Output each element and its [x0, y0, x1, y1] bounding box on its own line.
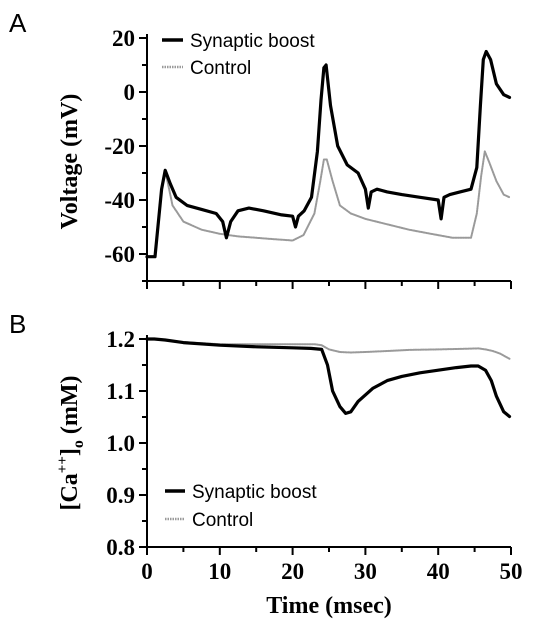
y-tick-label: 1.2	[106, 327, 135, 352]
x-tick-label: 30	[354, 559, 377, 584]
y-axis-title: Voltage (mV)	[57, 94, 83, 230]
x-tick-label: 50	[500, 559, 523, 584]
y-tick-label: 0	[124, 80, 136, 105]
legend-label-control: Control	[192, 510, 253, 531]
y-tick-label: -60	[104, 242, 135, 267]
y-axis-title: [Ca++]o (mM)	[55, 375, 87, 510]
x-tick-label: 20	[281, 559, 304, 584]
panel-letter: B	[9, 309, 26, 339]
panel-b: B 1.2 1.1 1.0 0.9 0.80 10 20 30 40 50 Time (msec) [C…	[9, 309, 523, 619]
panel-a: A 20 0 -20 -40 -60 Voltage (mV) Synaptic boost C…	[9, 8, 512, 289]
y-tick-label: 0.9	[106, 483, 135, 508]
x-tick-label: 0	[141, 559, 153, 584]
series-line-synaptic-boost	[145, 337, 512, 419]
legend: Synaptic boost Control	[165, 482, 317, 531]
series-line-control	[146, 150, 511, 258]
series-line-control	[146, 338, 511, 360]
y-tick-label: 20	[112, 26, 135, 51]
x-axis-title: Time (msec)	[266, 593, 392, 619]
y-tick-label: 1.0	[106, 431, 135, 456]
legend-label-synaptic-boost: Synaptic boost	[190, 31, 315, 52]
legend-label-control: Control	[190, 58, 251, 79]
legend: Synaptic boost Control	[162, 31, 315, 79]
y-tick-label: -40	[104, 188, 135, 213]
y-tick-label: 0.8	[106, 535, 135, 560]
panel-letter: A	[9, 8, 27, 38]
y-tick-label: 1.1	[106, 379, 135, 404]
y-tick-label: -20	[104, 134, 135, 159]
x-tick-label: 10	[208, 559, 231, 584]
series-line-synaptic-boost	[145, 49, 512, 259]
legend-label-synaptic-boost: Synaptic boost	[192, 482, 317, 503]
x-tick-label: 40	[427, 559, 450, 584]
